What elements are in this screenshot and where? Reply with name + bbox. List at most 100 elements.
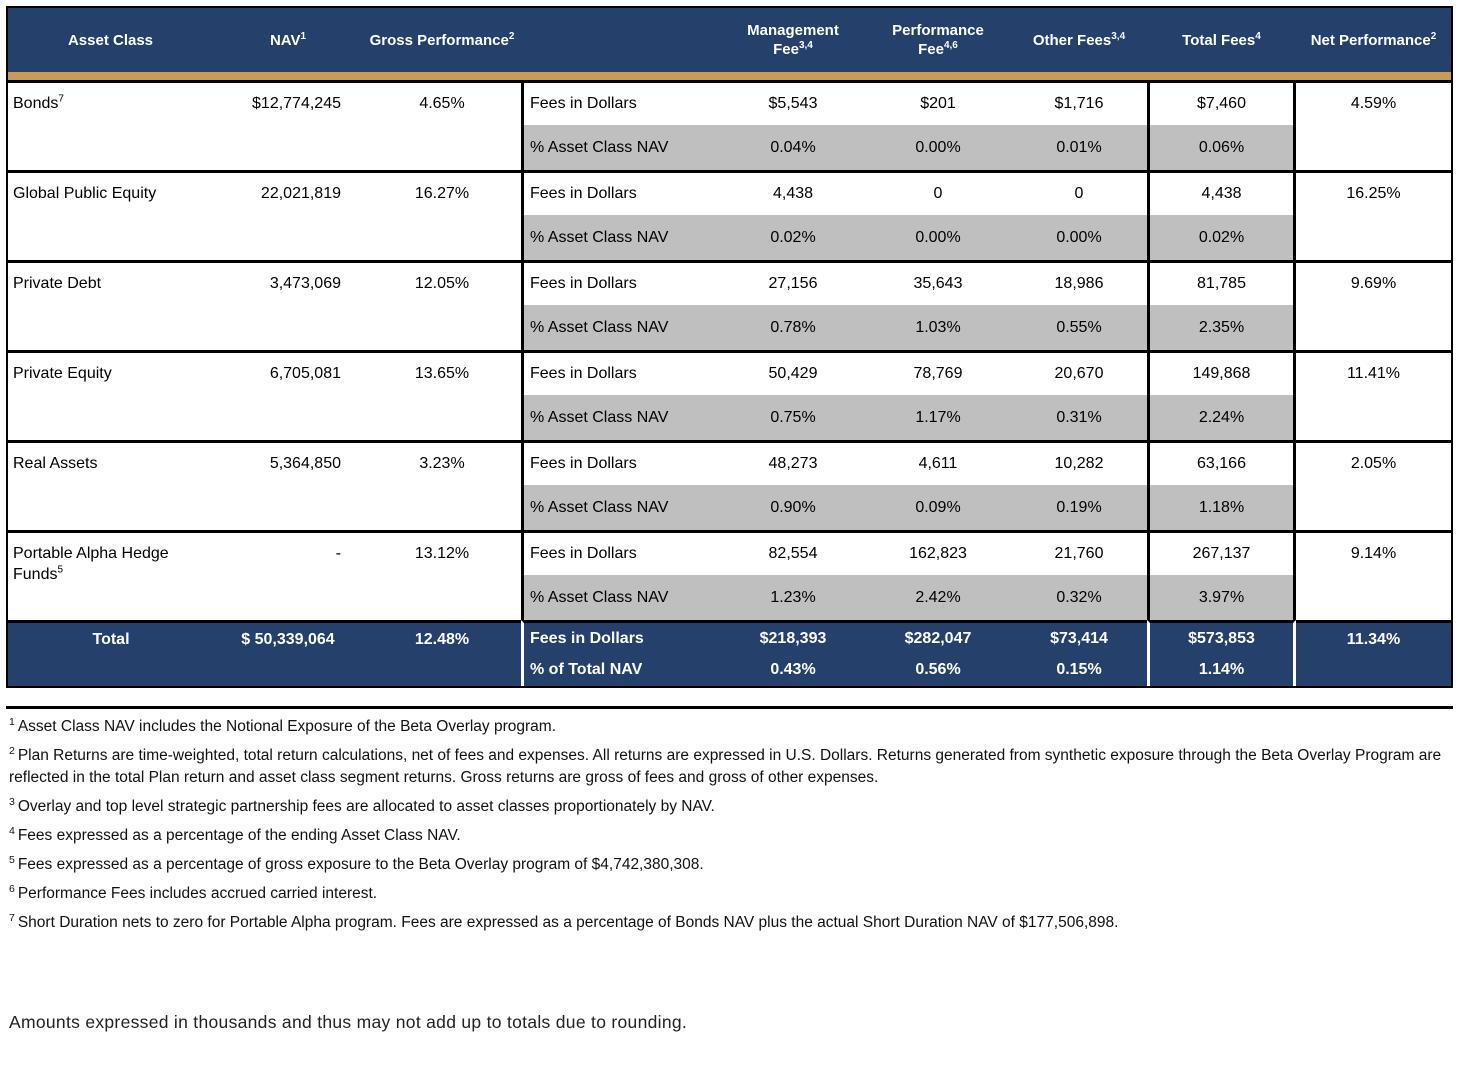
total-fees-cell: 63,166 <box>1147 440 1296 485</box>
asset-name-cell: Private Equity <box>8 350 213 440</box>
gross-performance-cell: 12.05% <box>363 260 521 350</box>
performance-fee-pct-cell: 1.03% <box>865 305 1011 350</box>
total-row-percents: % of Total NAV 0.43% 0.56% 0.15% 1.14% <box>8 654 1451 686</box>
pct-asset-class-nav-label: % Asset Class NAV <box>521 305 721 350</box>
management-fee-cell: 27,156 <box>721 260 865 305</box>
total-other-fees-pct-cell: 0.15% <box>1011 654 1147 686</box>
total-fees-cell: 149,868 <box>1147 350 1296 395</box>
pct-asset-class-nav-label: % Asset Class NAV <box>521 395 721 440</box>
performance-fee-cell: 0 <box>865 170 1011 215</box>
management-fee-pct-cell: 0.04% <box>721 125 865 170</box>
total-total-fees-cell: $573,853 <box>1147 620 1296 654</box>
column-header-other-fees: Other Fees3,4 <box>1011 8 1147 80</box>
asset-row-percents: % Asset Class NAV 0.75% 1.17% 0.31% 2.24… <box>8 395 1451 440</box>
total-total-fees-pct-cell: 1.14% <box>1147 654 1296 686</box>
asset-row-percents: % Asset Class NAV 0.02% 0.00% 0.00% 0.02… <box>8 215 1451 260</box>
footnote-number: 7 <box>9 911 15 924</box>
fees-in-dollars-label: Fees in Dollars <box>521 440 721 485</box>
other-fees-pct-cell: 0.00% <box>1011 215 1147 260</box>
footnote-number: 5 <box>9 853 15 866</box>
asset-row-percents: % Asset Class NAV 0.04% 0.00% 0.01% 0.06… <box>8 125 1451 170</box>
asset-name-cell: Portable Alpha Hedge Funds5 <box>8 530 213 620</box>
gross-performance-cell: 13.12% <box>363 530 521 620</box>
footnote-text: Performance Fees includes accrued carrie… <box>17 885 378 902</box>
asset-row-fees: Private Debt 3,473,069 12.05% Fees in Do… <box>8 260 1451 305</box>
asset-row-percents: % Asset Class NAV 0.78% 1.03% 0.55% 2.35… <box>8 305 1451 350</box>
footnote: 3 Overlay and top level strategic partner… <box>9 796 1451 818</box>
other-fees-cell: 21,760 <box>1011 530 1147 575</box>
footnote: 4 Fees expressed as a percentage of the e… <box>9 825 1451 847</box>
total-fees-cell: $7,460 <box>1147 80 1296 125</box>
footnote-number: 2 <box>9 744 15 757</box>
footnote-divider <box>6 706 1453 709</box>
asset-row-fees: Portable Alpha Hedge Funds5 - 13.12% Fee… <box>8 530 1451 583</box>
total-gross-performance-cell: 12.48% <box>363 620 521 686</box>
other-fees-cell: 20,670 <box>1011 350 1147 395</box>
total-label-cell: Total <box>8 620 213 686</box>
table-body: Bonds7 $12,774,245 4.65% Fees in Dollars… <box>8 80 1451 686</box>
total-fees-pct-cell: 1.18% <box>1147 485 1296 530</box>
gross-performance-cell: 13.65% <box>363 350 521 440</box>
gross-performance-cell: 16.27% <box>363 170 521 260</box>
management-fee-pct-cell: 1.23% <box>721 575 865 620</box>
column-header-performance-fee: Performance Fee4,6 <box>865 8 1011 80</box>
total-performance-fee-pct-cell: 0.56% <box>865 654 1011 686</box>
management-fee-cell: $5,543 <box>721 80 865 125</box>
footnote: 1 Asset Class NAV includes the Notional E… <box>9 716 1451 738</box>
performance-fee-pct-cell: 0.00% <box>865 215 1011 260</box>
net-performance-cell: 4.59% <box>1296 80 1451 170</box>
management-fee-pct-cell: 0.90% <box>721 485 865 530</box>
total-management-fee-pct-cell: 0.43% <box>721 654 865 686</box>
management-fee-cell: 50,429 <box>721 350 865 395</box>
total-fees-pct-cell: 0.02% <box>1147 215 1296 260</box>
column-header-nav: NAV1 <box>213 8 363 80</box>
asset-name-cell: Private Debt <box>8 260 213 350</box>
footnote: 2 Plan Returns are time-weighted, total r… <box>9 745 1451 789</box>
management-fee-pct-cell: 0.02% <box>721 215 865 260</box>
pct-asset-class-nav-label: % Asset Class NAV <box>521 125 721 170</box>
net-performance-cell: 2.05% <box>1296 440 1451 530</box>
performance-fee-cell: 4,611 <box>865 440 1011 485</box>
footnotes: 1 Asset Class NAV includes the Notional E… <box>9 716 1451 941</box>
performance-fee-pct-cell: 0.00% <box>865 125 1011 170</box>
performance-fee-cell: 162,823 <box>865 530 1011 575</box>
net-performance-cell: 9.69% <box>1296 260 1451 350</box>
footnote-text: Short Duration nets to zero for Portable… <box>17 914 1119 931</box>
column-header-asset-class: Asset Class <box>8 8 213 80</box>
other-fees-pct-cell: 0.01% <box>1011 125 1147 170</box>
management-fee-pct-cell: 0.75% <box>721 395 865 440</box>
footnote: 7 Short Duration nets to zero for Portabl… <box>9 912 1451 934</box>
other-fees-cell: 10,282 <box>1011 440 1147 485</box>
asset-name-cell: Real Assets <box>8 440 213 530</box>
rounding-note: Amounts expressed in thousands and thus … <box>9 1012 688 1032</box>
column-header-total-fees: Total Fees4 <box>1147 8 1296 80</box>
pct-asset-class-nav-label: % Asset Class NAV <box>521 215 721 260</box>
other-fees-pct-cell: 0.32% <box>1011 575 1147 620</box>
asset-name-cell: Global Public Equity <box>8 170 213 260</box>
other-fees-cell: 18,986 <box>1011 260 1147 305</box>
gross-performance-cell: 4.65% <box>363 80 521 170</box>
total-other-fees-cell: $73,414 <box>1011 620 1147 654</box>
management-fee-cell: 82,554 <box>721 530 865 575</box>
footnote: 5 Fees expressed as a percentage of gross… <box>9 854 1451 876</box>
performance-fee-cell: 78,769 <box>865 350 1011 395</box>
management-fee-cell: 4,438 <box>721 170 865 215</box>
nav-cell: - <box>213 530 363 620</box>
total-nav-cell: $ 50,339,064 <box>213 620 363 686</box>
fees-in-dollars-label: Fees in Dollars <box>521 260 721 305</box>
fees-performance-table: Asset Class NAV1 Gross Performance2 Mana… <box>6 6 1453 688</box>
footnote-number: 6 <box>9 882 15 895</box>
total-performance-fee-cell: $282,047 <box>865 620 1011 654</box>
table-header: Asset Class NAV1 Gross Performance2 Mana… <box>8 8 1451 80</box>
pct-of-total-nav-label: % of Total NAV <box>521 654 721 686</box>
column-header-management-fee: Management Fee3,4 <box>721 8 865 80</box>
nav-cell: 5,364,850 <box>213 440 363 530</box>
total-net-performance-cell: 11.34% <box>1296 620 1451 686</box>
footnote-text: Plan Returns are time-weighted, total re… <box>9 747 1442 786</box>
total-fees-cell: 267,137 <box>1147 530 1296 575</box>
nav-cell: 22,021,819 <box>213 170 363 260</box>
column-header-gross-performance: Gross Performance2 <box>363 8 521 80</box>
other-fees-cell: $1,716 <box>1011 80 1147 125</box>
asset-row-fees: Real Assets 5,364,850 3.23% Fees in Doll… <box>8 440 1451 485</box>
performance-fee-cell: 35,643 <box>865 260 1011 305</box>
